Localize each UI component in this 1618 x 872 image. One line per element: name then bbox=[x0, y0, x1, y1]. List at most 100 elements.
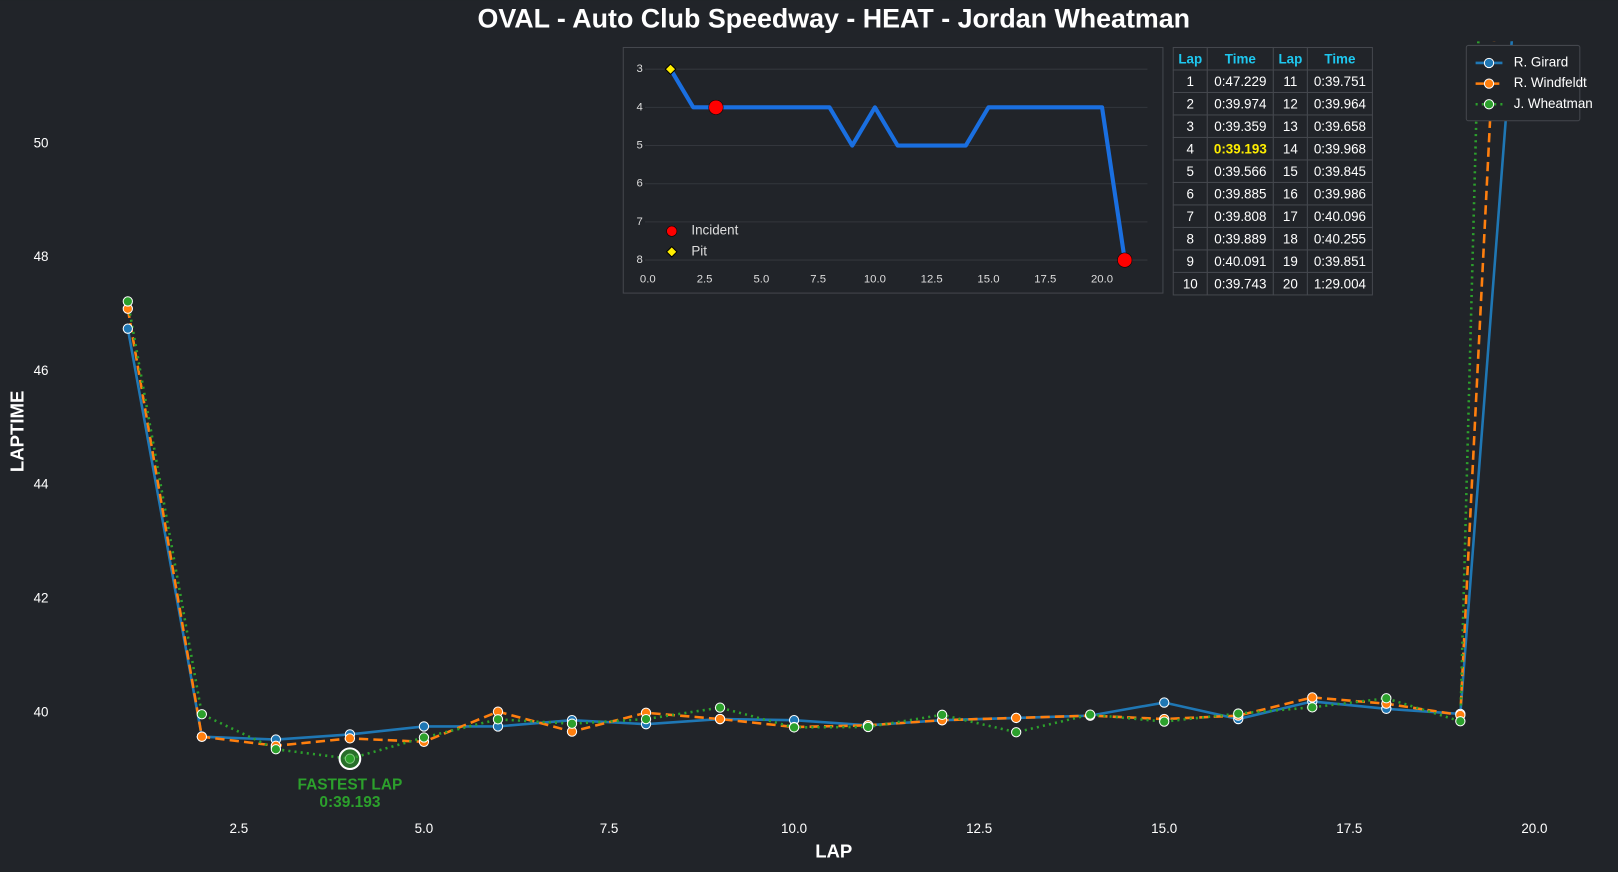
y-tick-label: 6 bbox=[637, 178, 643, 190]
table-text: 10 bbox=[1183, 276, 1198, 291]
x-tick-label: 15.0 bbox=[1151, 821, 1177, 836]
point bbox=[270, 744, 282, 755]
x-tick-label: 12.5 bbox=[966, 821, 992, 836]
x-tick-label: 17.5 bbox=[1336, 821, 1362, 836]
table-header: Lap bbox=[1178, 51, 1202, 66]
y-tick-label: 42 bbox=[34, 591, 49, 606]
plot-area bbox=[122, 41, 1514, 764]
x-tick-label: 0.0 bbox=[640, 274, 656, 286]
legend-marker bbox=[1483, 78, 1495, 89]
point bbox=[788, 722, 800, 733]
table-text: 0:39.974 bbox=[1214, 96, 1267, 111]
table-text: 12 bbox=[1283, 96, 1298, 111]
table-text: 0:39.751 bbox=[1314, 74, 1366, 89]
point bbox=[122, 323, 133, 334]
point bbox=[862, 721, 874, 733]
x-tick-label: 12.5 bbox=[921, 274, 943, 286]
table-text: 0:39.658 bbox=[1314, 119, 1366, 134]
legend: R. Girard R. Windfeldt J. Wheatman bbox=[1475, 55, 1593, 111]
table-text: 0:39.808 bbox=[1214, 209, 1266, 224]
table-text: 11 bbox=[1283, 74, 1297, 89]
x-tick-label: 5.0 bbox=[753, 274, 769, 286]
table-text: 0:39.889 bbox=[1214, 231, 1266, 246]
table-header: Lap bbox=[1278, 51, 1302, 66]
table-text: 4 bbox=[1187, 141, 1195, 156]
x-tick-label: 2.5 bbox=[230, 821, 249, 836]
table-text: 0:39.359 bbox=[1214, 119, 1266, 134]
x-tick-label: 15.0 bbox=[977, 274, 999, 286]
y-tick-label: 46 bbox=[34, 363, 49, 378]
fastest-lap-highlight bbox=[338, 747, 362, 771]
table-text: 6 bbox=[1187, 186, 1194, 201]
table-text: 13 bbox=[1283, 119, 1298, 134]
table-text: 20 bbox=[1283, 276, 1298, 291]
legend-marker bbox=[1483, 57, 1495, 69]
x-tick-label: 7.5 bbox=[810, 274, 826, 286]
x-tick-label: 20.0 bbox=[1091, 274, 1113, 286]
x-tick-label: 20.0 bbox=[1521, 821, 1547, 836]
legend-label: R. Windfeldt bbox=[1514, 75, 1587, 90]
legend-label: Pit bbox=[691, 243, 707, 258]
point bbox=[714, 702, 726, 713]
table-text: 1:29.004 bbox=[1314, 276, 1367, 291]
table-text: 0:39.193 bbox=[1214, 141, 1267, 156]
table-text: 0:39.845 bbox=[1314, 164, 1366, 179]
point bbox=[1381, 693, 1392, 704]
x-tick-label: 7.5 bbox=[600, 821, 619, 836]
legend-label: J. Wheatman bbox=[1514, 96, 1593, 111]
table-text: 0:40.255 bbox=[1314, 231, 1366, 246]
legend-label: Incident bbox=[691, 223, 738, 238]
table-cell bbox=[1306, 271, 1373, 296]
inset-frame bbox=[622, 46, 1164, 294]
table-text: 0:39.986 bbox=[1314, 186, 1366, 201]
table-text: 0:39.968 bbox=[1314, 141, 1366, 156]
point bbox=[418, 721, 430, 732]
table-text: 0:39.964 bbox=[1314, 96, 1367, 111]
point bbox=[1159, 716, 1170, 727]
table-text: 15 bbox=[1283, 164, 1298, 179]
table-text: 19 bbox=[1283, 254, 1298, 269]
y-tick-label: 50 bbox=[34, 135, 49, 150]
point bbox=[122, 296, 133, 307]
point bbox=[714, 713, 726, 725]
y-tick-label: 44 bbox=[34, 477, 49, 492]
point bbox=[196, 709, 208, 720]
point bbox=[1233, 708, 1244, 719]
position-line bbox=[668, 68, 1127, 261]
point bbox=[492, 714, 504, 725]
point bbox=[1159, 697, 1170, 708]
x-tick-label: 5.0 bbox=[415, 821, 434, 836]
y-tick-label: 48 bbox=[34, 249, 49, 264]
table-text: 8 bbox=[1187, 231, 1194, 246]
legend-marker bbox=[1483, 99, 1495, 110]
point bbox=[1011, 727, 1022, 738]
point bbox=[1455, 716, 1466, 727]
point bbox=[936, 709, 948, 720]
point bbox=[196, 731, 208, 742]
point bbox=[344, 733, 356, 744]
series-line bbox=[126, 41, 1480, 761]
table-text: 9 bbox=[1187, 254, 1194, 269]
table-text: 14 bbox=[1283, 141, 1298, 156]
y-tick-label: 40 bbox=[34, 704, 49, 719]
table-text: 0:39.885 bbox=[1214, 186, 1266, 201]
series-line bbox=[126, 41, 1514, 741]
point bbox=[640, 713, 652, 725]
table-text: 3 bbox=[1187, 119, 1194, 134]
marker-diamond bbox=[664, 63, 677, 76]
table-text: 16 bbox=[1283, 186, 1298, 201]
table-text: 0:40.096 bbox=[1314, 209, 1366, 224]
y-tick-label: 7 bbox=[637, 216, 643, 228]
legend-label: R. Girard bbox=[1514, 55, 1568, 70]
point bbox=[566, 718, 578, 729]
lap-table: Lap Time Lap Time 1 0:47.229 11 0:39.751 2 0:39.9… bbox=[1172, 46, 1373, 296]
marker-circle bbox=[666, 225, 678, 237]
marker-circle bbox=[1117, 252, 1133, 268]
y-axis-label: LAPTIME bbox=[6, 391, 27, 472]
inset-plot: 3 4 5 6 7 8 0.0 2.5 5.0 7.5 10.0 12.5 15.0 17.5 20.0 In… bbox=[637, 63, 1148, 286]
table-text: 7 bbox=[1187, 209, 1194, 224]
annotation: 0:39.193 bbox=[319, 794, 380, 811]
table-text: 5 bbox=[1187, 164, 1194, 179]
